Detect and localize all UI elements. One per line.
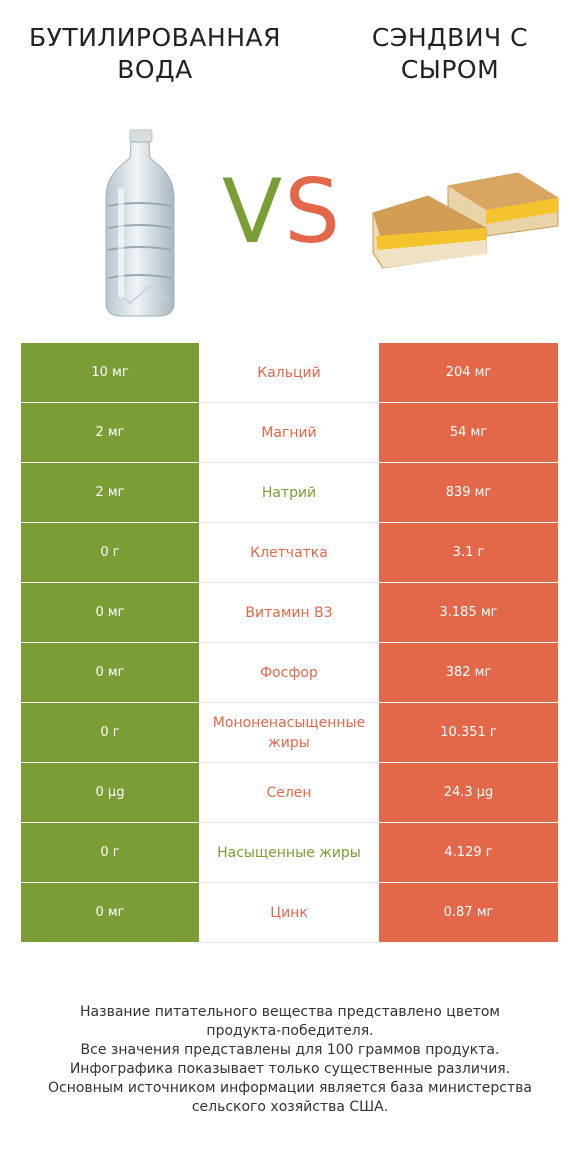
right-value: 0.87 мг [379,883,558,943]
table-row: 2 мг Натрий 839 мг [21,463,558,523]
left-value: 2 мг [21,463,199,523]
right-value: 839 мг [379,463,558,523]
nutrient-name: Клетчатка [199,523,379,583]
table-row: 0 г Клетчатка 3.1 г [21,523,558,583]
left-value: 2 мг [21,403,199,463]
right-product-title: СЭНДВИЧ С СЫРОМ [371,23,529,84]
table-row: 0 мг Фосфор 382 мг [21,643,558,703]
nutrient-name: Магний [199,403,379,463]
footnote-line: Все значения представлены для 100 граммо… [80,1042,500,1058]
footnote-line: Название питательного вещества представл… [80,1004,500,1020]
right-value: 204 мг [379,343,558,403]
left-value: 0 µg [21,763,199,823]
left-value: 0 мг [21,583,199,643]
footnote-line: Инфографика показывает только существенн… [69,1061,511,1077]
left-value: 0 г [21,703,199,763]
nutrient-name: Кальций [199,343,379,403]
right-value: 10.351 г [379,703,558,763]
left-value: 0 мг [21,643,199,703]
right-value: 54 мг [379,403,558,463]
comparison-table: 10 мг Кальций 204 мг 2 мг Магний 54 мг 2 мг Нат… [21,343,558,943]
footnote-line: Основным источником информации является … [48,1080,532,1096]
table-row: 0 мг Цинк 0.87 мг [21,883,558,943]
right-value: 382 мг [379,643,558,703]
right-value: 24.3 µg [379,763,558,823]
footnote-line: продукта-победителя. [206,1023,374,1039]
right-value: 4.129 г [379,823,558,883]
nutrient-name: Витамин B3 [199,583,379,643]
nutrient-name: Мононенасыщенные жиры [199,703,379,763]
nutrient-name: Цинк [199,883,379,943]
nutrient-name: Селен [199,763,379,823]
water-bottle-image [105,129,175,317]
left-value: 0 г [21,823,199,883]
left-value: 0 мг [21,883,199,943]
left-value: 10 мг [21,343,199,403]
table-row: 0 г Мононенасыщенные жиры 10.351 г [21,703,558,763]
vs-s: S [284,160,343,263]
table-row: 2 мг Магний 54 мг [21,403,558,463]
vs-label: VS [222,160,342,263]
table-row: 0 мг Витамин B3 3.185 мг [21,583,558,643]
table-row: 0 г Насыщенные жиры 4.129 г [21,823,558,883]
cheese-sandwich-image [372,172,559,269]
footnote: Название питательного вещества представл… [20,1003,560,1117]
footnote-line: сельского хозяйства США. [191,1099,389,1115]
nutrient-name: Фосфор [199,643,379,703]
nutrient-name: Насыщенные жиры [199,823,379,883]
right-value: 3.1 г [379,523,558,583]
nutrient-name: Натрий [199,463,379,523]
right-value: 3.185 мг [379,583,558,643]
table-row: 0 µg Селен 24.3 µg [21,763,558,823]
left-value: 0 г [21,523,199,583]
table-row: 10 мг Кальций 204 мг [21,343,558,403]
left-product-title: БУТИЛИРОВАННАЯ ВОДА [29,23,281,84]
vs-v: V [222,160,285,263]
